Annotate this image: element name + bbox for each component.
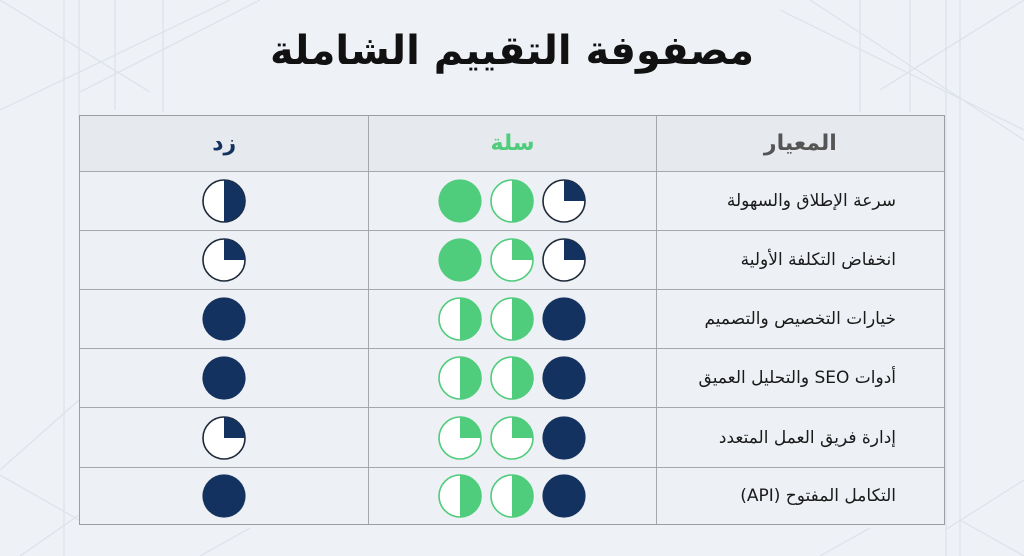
header-criterion-cell: المعيار [657,116,944,171]
zid-rating-cell [80,290,368,348]
half-harvey-ball-icon [490,356,535,400]
full-harvey-ball-icon [542,356,587,400]
full-harvey-ball-icon [542,297,587,341]
half-harvey-ball-icon [490,474,535,518]
salla-rating [437,237,587,283]
criterion-cell: خيارات التخصيص والتصميم [657,290,944,348]
table-row: خيارات التخصيص والتصميم [80,289,944,348]
criterion-cell: إدارة فريق العمل المتعدد [657,408,944,467]
salla-rating-cell [368,408,657,467]
half-harvey-ball-icon [438,474,483,518]
table-row: أدوات SEO والتحليل العميق [80,348,944,407]
header-salla: سلة [490,131,535,156]
zid-rating-cell [80,408,368,467]
zid-rating-cell [80,172,368,230]
comparison-matrix: المعيار سلة زد سرعة الإطلاق والسهولة انخ… [79,115,945,525]
salla-rating-cell [368,468,657,524]
table-header-row: المعيار سلة زد [80,116,944,171]
half-harvey-ball-icon [490,179,535,223]
page-title: مصفوفة التقييم الشاملة [269,28,755,74]
quarter-harvey-ball-icon [202,415,246,460]
full-harvey-ball-icon [202,356,246,400]
zid-rating-cell [80,349,368,407]
salla-rating [437,178,587,224]
half-harvey-ball-icon [490,297,535,341]
full-harvey-ball-icon [202,474,246,518]
zid-rating [201,178,247,224]
criterion-label: التكامل المفتوح (API) [740,486,896,506]
full-harvey-ball-icon [438,238,483,282]
quarter-harvey-ball-icon [542,179,587,223]
salla-rating [437,473,587,519]
zid-rating-cell [80,468,368,524]
table-row: إدارة فريق العمل المتعدد [80,407,944,467]
criterion-label: خيارات التخصيص والتصميم [704,309,896,329]
criterion-cell: التكامل المفتوح (API) [657,468,944,524]
salla-rating [437,355,587,401]
zid-rating [201,237,247,283]
full-harvey-ball-icon [542,474,587,518]
criterion-cell: أدوات SEO والتحليل العميق [657,349,944,407]
quarter-harvey-ball-icon [542,238,587,282]
quarter-harvey-ball-icon [438,415,483,460]
zid-rating [201,355,247,401]
criterion-label: سرعة الإطلاق والسهولة [726,191,896,211]
salla-rating [437,415,587,461]
header-zid-cell: زد [80,116,368,171]
salla-rating-cell [368,290,657,348]
table-row: انخفاض التكلفة الأولية [80,230,944,289]
full-harvey-ball-icon [438,179,483,223]
zid-rating [201,415,247,461]
salla-rating [437,296,587,342]
criterion-label: انخفاض التكلفة الأولية [740,250,896,270]
criterion-cell: انخفاض التكلفة الأولية [657,231,944,289]
salla-rating-cell [368,349,657,407]
half-harvey-ball-icon [438,297,483,341]
criterion-label: إدارة فريق العمل المتعدد [718,427,896,448]
table-row: سرعة الإطلاق والسهولة [80,171,944,230]
zid-rating [201,473,247,519]
quarter-harvey-ball-icon [202,238,246,282]
half-harvey-ball-icon [438,356,483,400]
full-harvey-ball-icon [542,415,587,460]
half-harvey-ball-icon [202,179,246,223]
quarter-harvey-ball-icon [490,238,535,282]
full-harvey-ball-icon [202,297,246,341]
criterion-cell: سرعة الإطلاق والسهولة [657,172,944,230]
quarter-harvey-ball-icon [490,415,535,460]
zid-rating-cell [80,231,368,289]
header-salla-cell: سلة [368,116,657,171]
header-criterion: المعيار [763,131,837,156]
zid-rating [201,296,247,342]
table-row: التكامل المفتوح (API) [80,467,944,524]
criterion-label: أدوات SEO والتحليل العميق [698,368,896,388]
salla-rating-cell [368,231,657,289]
salla-rating-cell [368,172,657,230]
header-zid: زد [212,131,237,156]
